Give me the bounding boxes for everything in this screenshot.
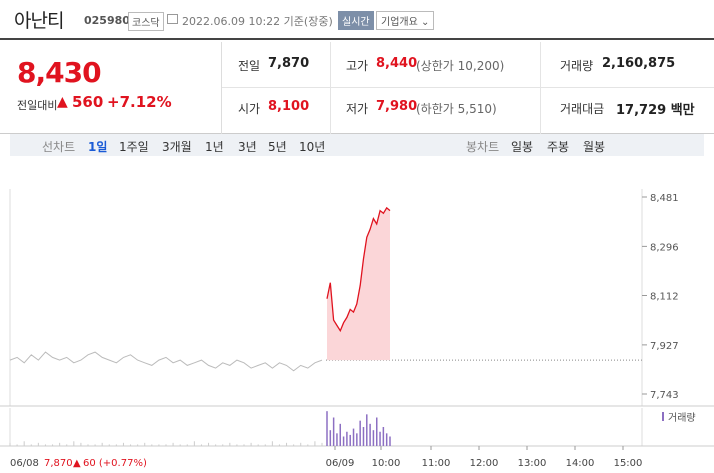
price-chart: 8,481 8,296 8,112 7,927 7,743 거래량 06/09 10:00 11… [0,189,714,469]
price-change: 560 [72,93,104,111]
footer-up-arrow-icon: ▲ [73,458,81,469]
today-series [326,206,391,333]
line-chart-label: 선차트 [42,140,76,154]
calendar-icon [167,14,178,24]
date-text: 2022.06.09 10:22 기준(장중) [182,15,333,28]
tab-weekly-candle[interactable]: 주봉 [547,140,570,154]
x-tick-label: 12:00 [470,458,499,469]
tab-3month[interactable]: 3개월 [162,140,192,154]
low-value: 7,980 [376,99,418,114]
period-bar: 선차트 1일 1주일 3개월 1년 3년 5년 10년 봉차트 일봉 주봉 월봉 [0,134,714,156]
volume-legend-marker [662,412,664,421]
y-tick-label: 8,296 [650,242,679,253]
x-tick-label: 10:00 [372,458,401,469]
x-tick-label: 14:00 [566,458,595,469]
tab-3year[interactable]: 3년 [238,140,257,154]
footer-prev-date: 06/08 [10,458,39,469]
x-tick-label: 15:00 [614,458,643,469]
open-label: 시가 [238,102,261,116]
tab-1year[interactable]: 1년 [205,140,224,154]
price-info-grid: 전일 7,870 고가 8,440 (상한가 10,200) 거래량 2,160… [222,42,714,134]
y-tick-label: 7,743 [650,390,679,401]
footer-prev-value: 7,870 [44,458,73,469]
low-label: 저가 [346,102,369,116]
upper-limit: (상한가 10,200) [416,59,505,73]
period-bar-background [10,134,704,156]
divider [222,87,714,88]
today-area-fill [327,207,390,361]
volume-label: 거래량 [560,59,594,73]
prev-day-series [9,351,323,372]
y-tick-label: 8,112 [650,292,679,303]
current-price-box: 8,430 전일대비 ▲ 560 +7.12% [0,42,222,134]
current-price: 8,430 [17,56,102,89]
tab-5year[interactable]: 5년 [268,140,287,154]
tab-monthly-candle[interactable]: 월봉 [583,140,606,154]
amount-value: 17,729 백만 [616,103,695,118]
up-arrow-icon: ▲ [57,94,68,110]
x-tick-label: 11:00 [422,458,451,469]
high-value: 8,440 [376,56,418,71]
stock-name: 아난티 [14,10,64,32]
price-change-rate: +7.12% [107,93,172,111]
y-tick-label: 8,481 [650,193,679,204]
footer-prev-change: 60 (+0.77%) [83,458,147,469]
market-badge: 코스닥 [128,12,164,31]
price-summary: 8,430 전일대비 ▲ 560 +7.12% 전일 7,870 고가 8,44… [0,42,714,134]
prev-close-value: 7,870 [268,56,310,71]
prev-close-label: 전일 [238,59,261,73]
stock-header: 아난티 025980 코스닥 2022.06.09 10:22 기준(장중) 실… [0,0,714,40]
tab-daily-candle[interactable]: 일봉 [511,140,534,154]
open-value: 8,100 [268,99,310,114]
divider [330,42,331,134]
x-tick-label: 13:00 [518,458,547,469]
lower-limit: (하한가 5,510) [416,102,497,116]
stock-code: 025980 [84,14,130,27]
tab-1week[interactable]: 1주일 [119,140,149,154]
tab-1day[interactable]: 1일 [88,140,108,154]
amount-label: 거래대금 [560,102,605,116]
high-label: 고가 [346,59,369,73]
y-tick-label: 7,927 [650,341,679,352]
tab-10year[interactable]: 10년 [299,140,326,154]
realtime-button[interactable]: 실시간 [338,11,374,30]
divider [540,42,541,134]
change-label: 전일대비 [17,99,58,112]
candle-chart-label: 봉차트 [466,140,500,154]
x-tick-label: 06/09 [326,458,355,469]
volume-value: 2,160,875 [602,56,676,71]
volume-legend-label: 거래량 [668,412,696,424]
company-overview-button[interactable]: 기업개요 ⌄ [376,11,435,30]
price-chart-area: 8,481 8,296 8,112 7,927 7,743 거래량 06/09 10:00 11… [0,156,714,473]
